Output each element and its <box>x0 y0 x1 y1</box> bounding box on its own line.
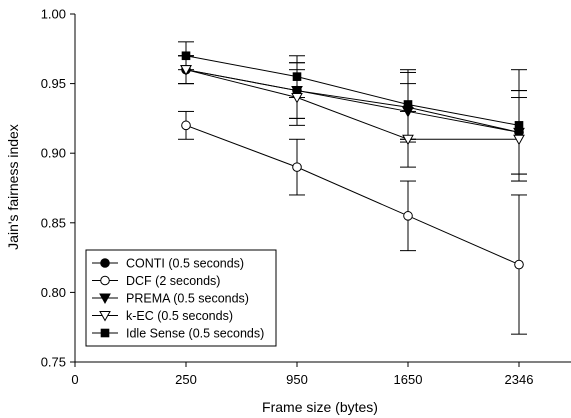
data-point <box>181 51 191 61</box>
legend-marker <box>99 311 111 322</box>
data-point <box>292 162 302 172</box>
data-point <box>403 211 413 221</box>
x-tick-label: 1650 <box>394 372 423 387</box>
data-point <box>514 121 524 130</box>
x-tick-label: 0 <box>71 372 78 387</box>
series-4 <box>178 41 527 182</box>
data-point <box>291 93 303 104</box>
legend: CONTI (0.5 seconds) DCF (2 seconds) PREMA … <box>85 249 277 347</box>
legend-label: CONTI (0.5 seconds) <box>126 257 244 271</box>
plot-area <box>74 14 571 363</box>
series-0 <box>178 55 527 175</box>
x-axis-title: Frame size (bytes) <box>262 399 378 415</box>
y-tick-label: 0.80 <box>41 285 66 300</box>
x-axis: 0 250 950 1650 2346 <box>71 362 533 387</box>
series-line <box>185 55 520 126</box>
y-tick-label: 0.75 <box>41 355 66 370</box>
legend-label: PREMA (0.5 seconds) <box>126 292 249 306</box>
series-line <box>185 69 519 140</box>
x-tick-label: 950 <box>286 372 308 387</box>
data-point <box>513 134 525 146</box>
series-2 <box>178 55 527 175</box>
legend-marker <box>99 293 111 305</box>
series-markers-1 <box>181 120 524 270</box>
y-tick-label: 1.00 <box>41 7 66 22</box>
series-line <box>185 69 520 133</box>
series-layer <box>178 41 527 335</box>
x-tick-label: 2346 <box>505 372 534 387</box>
y-tick-label: 0.90 <box>41 146 66 161</box>
legend-label: k-EC (0.5 seconds) <box>126 309 233 323</box>
legend-label: DCF (2 seconds) <box>126 274 220 288</box>
y-axis-title: Jain's fairness index <box>5 124 21 250</box>
y-axis: 0.75 0.80 0.85 0.90 0.95 1.00 <box>41 7 75 370</box>
series-markers-3 <box>180 65 525 146</box>
data-point <box>514 259 524 270</box>
x-tick-label: 250 <box>175 372 197 387</box>
data-point <box>180 65 192 76</box>
data-point <box>403 100 413 109</box>
series-line <box>185 124 520 266</box>
series-markers-4 <box>181 51 524 130</box>
y-tick-label: 0.95 <box>41 76 66 91</box>
data-point <box>181 120 191 131</box>
legend-marker <box>100 328 110 338</box>
data-point <box>292 72 302 81</box>
legend-label: Idle Sense (0.5 seconds) <box>126 327 264 341</box>
series-3 <box>178 55 527 182</box>
y-tick-label: 0.85 <box>41 215 66 230</box>
data-point <box>291 86 303 97</box>
legend-marker <box>100 258 110 268</box>
data-point <box>402 134 414 146</box>
legend-marker <box>100 275 110 286</box>
